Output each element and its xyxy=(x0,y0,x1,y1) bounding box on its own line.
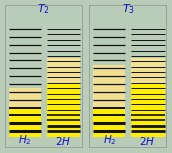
Bar xyxy=(9,109,41,137)
Bar xyxy=(93,65,125,111)
Bar xyxy=(131,58,164,86)
Bar xyxy=(9,88,41,111)
Bar xyxy=(47,84,80,137)
Text: $2H$: $2H$ xyxy=(55,135,71,147)
Text: $2H$: $2H$ xyxy=(139,135,155,147)
Bar xyxy=(131,84,164,137)
Text: $T_2$: $T_2$ xyxy=(37,2,50,16)
Text: $T_3$: $T_3$ xyxy=(122,2,135,16)
Bar xyxy=(93,109,125,137)
Text: $H_2$: $H_2$ xyxy=(103,133,116,147)
Bar xyxy=(47,58,80,86)
Text: $H_2$: $H_2$ xyxy=(18,133,32,147)
